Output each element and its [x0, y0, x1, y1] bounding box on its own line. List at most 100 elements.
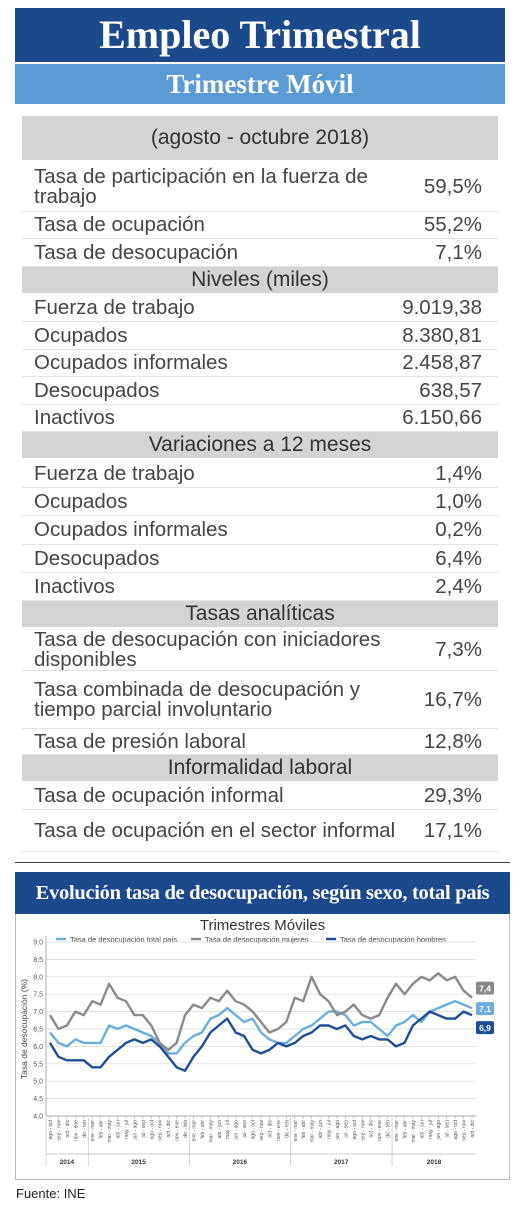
row-label: Inactivos: [34, 574, 115, 598]
y-tick-label: 4,5: [33, 1096, 43, 1103]
x-tick-label: may - jul: [124, 1120, 130, 1139]
row-value: 16,7%: [423, 687, 482, 711]
x-tick-label: feb - abr: [402, 1120, 408, 1139]
x-tick-label: ene - mar: [394, 1120, 400, 1142]
row-value: 17,1%: [423, 818, 482, 842]
y-tick-label: 8,5: [33, 957, 43, 964]
legend-label: Tasa de desocupación total país: [70, 935, 177, 944]
divider: [15, 862, 510, 863]
x-tick-label: ago - oct: [352, 1119, 358, 1139]
x-tick-label: dic - feb: [386, 1120, 392, 1138]
row-label: Tasa de ocupación informal: [34, 784, 284, 807]
x-tick-label: oct - dic: [470, 1120, 476, 1138]
row-value: 7,1%: [435, 240, 482, 264]
year-label: 2015: [131, 1159, 146, 1166]
row-value: 1,0%: [435, 489, 482, 513]
chart-frame: Trimestres Móviles Tasa de desocupación t…: [15, 914, 510, 1180]
y-axis-label: Tasa de desocupación (%): [19, 979, 29, 1079]
table-row: Tasa de presión laboral 12,8%: [22, 729, 498, 755]
x-tick-label: nov - ene: [175, 1120, 181, 1141]
x-tick-label: jul - sep: [445, 1120, 451, 1139]
table-row: Ocupados 1,0%: [22, 488, 498, 516]
table-row: Tasa de participación en la fuerza de tr…: [22, 162, 498, 212]
x-tick-label: jun - ago: [234, 1120, 240, 1141]
row-label: Fuerza de trabajo: [34, 461, 195, 485]
x-tick-label: sep - nov: [56, 1120, 62, 1141]
row-label: Tasa de desocupación con iniciadores dis…: [34, 627, 381, 671]
x-tick-label: mar - may: [411, 1120, 417, 1143]
variaciones-rows: Fuerza de trabajo 1,4% Ocupados 1,0% Ocupado…: [22, 460, 498, 601]
series-line: [48, 1010, 473, 1073]
x-tick-label: oct - dic: [267, 1120, 273, 1138]
table-row: Desocupados 638,57: [22, 377, 498, 405]
niveles-rows: Fuerza de trabajo 9.019,38 Ocupados 8.380,8…: [22, 295, 498, 432]
row-label: Ocupados: [34, 323, 128, 347]
x-tick-label: nov - ene: [73, 1120, 79, 1141]
table-row: Ocupados 8.380,81: [22, 322, 498, 350]
x-tick-label: nov - ene: [276, 1120, 282, 1141]
row-label: Tasa de desocupación: [34, 240, 239, 264]
general-rows: Tasa de participación en la fuerza de tr…: [22, 162, 498, 267]
row-label: Inactivos: [34, 406, 115, 429]
y-tick-label: 6,5: [33, 1027, 43, 1034]
row-label: Ocupados informales: [34, 351, 228, 374]
niveles-header: Niveles (miles): [22, 267, 498, 293]
row-label: Tasa combinada de desocupación y tiempo …: [34, 677, 360, 721]
x-tick-label: jul - sep: [242, 1120, 248, 1139]
chart-heading: Trimestres Móviles: [200, 917, 325, 934]
y-tick-label: 8,0: [33, 974, 43, 981]
y-tick-label: 9,0: [33, 940, 43, 947]
year-label: 2014: [60, 1159, 75, 1166]
page-subtitle: Trimestre Móvil: [15, 64, 505, 104]
end-label-badge: [476, 1021, 494, 1035]
x-tick-label: dic - feb: [82, 1120, 88, 1138]
y-tick-label: 5,0: [33, 1079, 43, 1086]
table-row: Ocupados informales 2.458,87: [22, 350, 498, 377]
x-tick-label: may - jul: [428, 1120, 434, 1139]
row-value: 1,4%: [435, 461, 482, 485]
year-label: 2016: [233, 1159, 248, 1166]
x-tick-label: jun - ago: [335, 1120, 341, 1141]
row-value: 59,5%: [423, 174, 482, 198]
row-label: Tasa de ocupación: [34, 213, 205, 236]
variaciones-header: Variaciones a 12 meses: [22, 432, 498, 458]
x-tick-label: mar - may: [208, 1120, 214, 1143]
x-tick-label: sep - nov: [259, 1120, 265, 1141]
y-tick-label: 7,0: [33, 1009, 43, 1016]
x-tick-label: ago - oct: [149, 1119, 155, 1139]
row-value: 6.150,66: [402, 406, 482, 429]
informalidad-rows: Tasa de ocupación informal 29,3% Tasa de o…: [22, 783, 498, 852]
x-tick-label: jun - ago: [436, 1120, 442, 1141]
row-label: Desocupados: [34, 378, 160, 402]
row-value: 2,4%: [435, 574, 482, 598]
row-label: Desocupados: [34, 546, 160, 570]
x-tick-label: ago - oct: [453, 1119, 459, 1139]
row-value: 6,4%: [435, 546, 482, 570]
table-row: Tasa combinada de desocupación y tiempo …: [22, 671, 498, 729]
unemployment-line-chart: Trimestres Móviles Tasa de desocupación t…: [19, 917, 494, 1166]
year-label: 2018: [427, 1159, 442, 1166]
row-value: 29,3%: [423, 784, 482, 807]
x-tick-label: jul - sep: [343, 1120, 349, 1139]
table-row: Fuerza de trabajo 9.019,38: [22, 295, 498, 322]
x-tick-label: abr - jun: [116, 1120, 122, 1139]
row-value: 7,3%: [435, 637, 482, 661]
x-tick-label: may - jul: [327, 1120, 333, 1139]
x-tick-label: dic - feb: [284, 1120, 290, 1138]
table-row: Fuerza de trabajo 1,4%: [22, 460, 498, 488]
x-tick-label: abr - jun: [318, 1120, 324, 1139]
x-tick-label: feb - abr: [99, 1120, 105, 1139]
x-tick-label: abr - jun: [217, 1120, 223, 1139]
table-row: Tasa de desocupación con iniciadores dis…: [22, 629, 498, 671]
source-note: Fuente: INE: [16, 1186, 86, 1201]
year-label: 2017: [334, 1159, 349, 1166]
legend-label: Tasa de desocupación hombres: [340, 935, 446, 944]
row-value: 9.019,38: [402, 296, 482, 319]
end-label: 7,1: [479, 1004, 491, 1014]
x-tick-label: mar - may: [107, 1120, 113, 1143]
y-tick-label: 7,5: [33, 992, 43, 999]
table-row: Tasa de ocupación informal 29,3%: [22, 783, 498, 810]
series-line: [49, 999, 473, 1055]
row-value: 2.458,87: [402, 351, 482, 374]
x-tick-label: ene - mar: [191, 1120, 197, 1142]
